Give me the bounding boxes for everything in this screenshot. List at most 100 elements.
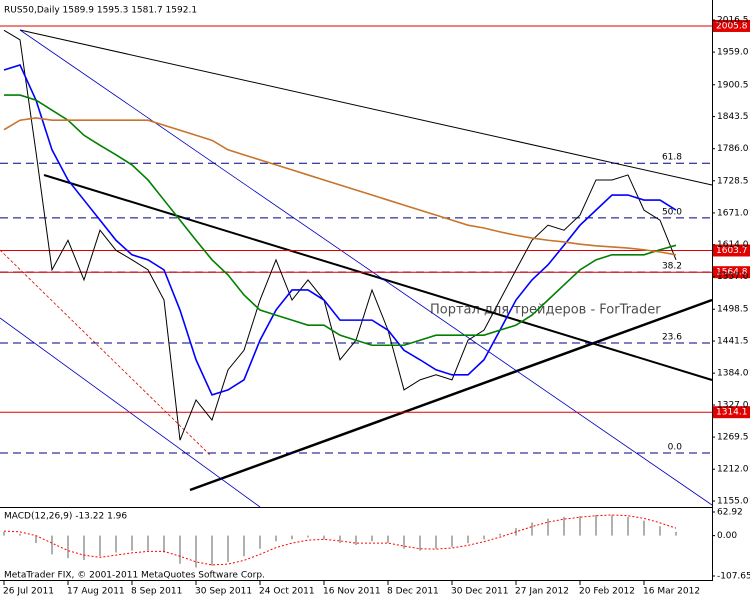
macd-bar	[595, 514, 597, 536]
trend-line	[19, 29, 713, 186]
y-tick-label: 1269.5	[717, 433, 749, 443]
y-tick-label: -107.65	[717, 572, 750, 582]
level-tag	[713, 19, 750, 32]
y-tick-label: 1212.0	[717, 465, 749, 475]
x-tick-label: 16 Mar 2012	[643, 587, 700, 597]
y-tick-label: 1327.0	[717, 400, 749, 410]
trend-line	[189, 298, 713, 492]
macd-bar	[499, 533, 501, 536]
y-tick-label: 0.00	[717, 531, 737, 541]
level-tag	[713, 266, 750, 279]
macd-bar	[147, 535, 149, 551]
x-tick-label: 24 Oct 2011	[259, 587, 315, 597]
macd-bar	[643, 520, 645, 536]
macd-bar	[419, 535, 421, 551]
y-tick-label: 1843.5	[717, 112, 749, 122]
moving-average	[4, 94, 677, 347]
y-tick-label: 62.92	[717, 508, 743, 518]
x-tick-label: 17 Aug 2011	[67, 587, 125, 597]
x-tick-label: 20 Feb 2012	[579, 587, 635, 597]
fib-label: 50.0	[662, 207, 682, 217]
macd-bar	[435, 535, 437, 549]
y-tick-label: 1671.0	[717, 208, 749, 218]
x-tick-label: 27 Jan 2012	[515, 587, 569, 597]
watermark: Портал для трейдеров - ForTrader	[430, 303, 661, 318]
fib-label: 61.8	[662, 153, 682, 163]
y-tick-label: 1557.0	[717, 272, 749, 282]
macd-bar	[403, 535, 405, 549]
macd-bar	[339, 535, 341, 544]
macd-bar	[51, 535, 53, 555]
fib-label: 38.2	[662, 262, 682, 272]
channel-line	[0, 249, 211, 456]
macd-bar	[531, 522, 533, 536]
macd-bar	[211, 535, 213, 566]
level-tag	[713, 244, 750, 257]
level-tag	[713, 406, 750, 419]
x-tick-label: 30 Dec 2011	[451, 587, 509, 597]
macd-bar	[179, 535, 181, 564]
y-tick-label: 1614.0	[717, 240, 749, 250]
x-tick-label: 8 Sep 2011	[131, 587, 182, 597]
level-label: 1603.7	[716, 246, 748, 256]
macd-bar	[291, 535, 293, 540]
macd-bar	[563, 516, 565, 536]
macd-bar	[163, 535, 165, 553]
x-tick-label: 30 Sep 2011	[195, 587, 252, 597]
trend-line	[43, 174, 713, 381]
macd-bar	[547, 518, 549, 536]
y-tick-label: 1155.0	[717, 497, 749, 507]
macd-bar	[131, 535, 133, 551]
macd-bar	[451, 535, 453, 547]
macd-bar	[83, 535, 85, 561]
macd-bar	[387, 535, 389, 544]
level-label: 2005.8	[716, 21, 748, 31]
footer: MetaTrader FIX, © 2001-2011 MetaQuotes S…	[4, 571, 265, 581]
macd-bar	[35, 535, 37, 544]
y-tick-label: 1900.5	[717, 80, 749, 90]
macd-bar	[467, 535, 469, 544]
y-tick-label: 1384.0	[717, 369, 749, 379]
y-tick-label: 1728.5	[717, 176, 749, 186]
y-tick-label: 1498.5	[717, 305, 749, 315]
x-tick-label: 26 Jul 2011	[3, 587, 54, 597]
macd-bar	[195, 535, 197, 568]
macd-bar	[115, 535, 117, 553]
x-tick-label: 8 Dec 2011	[387, 587, 439, 597]
macd-bar	[627, 516, 629, 536]
y-tick-label: 1959.0	[717, 48, 749, 58]
macd-bar	[99, 535, 101, 557]
y-tick-label: 1786.0	[717, 144, 749, 154]
x-tick-label: 16 Nov 2011	[323, 587, 381, 597]
macd-bar	[355, 535, 357, 545]
macd-bar	[323, 535, 325, 540]
macd-bar	[227, 535, 229, 562]
macd-bar	[19, 533, 21, 536]
macd-bar	[579, 516, 581, 536]
signal-line	[3, 514, 677, 566]
y-tick-label: 1441.5	[717, 337, 749, 347]
macd-bar	[259, 535, 261, 549]
macd-bar	[275, 535, 277, 542]
y-tick-label: 2016.5	[717, 15, 749, 25]
macd-bar	[67, 535, 69, 559]
channel-line	[19, 29, 713, 506]
macd-bar	[483, 535, 485, 540]
chart-title: RUS50,Daily 1589.9 1595.3 1581.7 1592.1	[4, 6, 197, 16]
level-label: 1564.8	[716, 268, 748, 278]
macd-bar	[659, 526, 661, 536]
level-label: 1314.1	[716, 408, 748, 418]
macd-bar	[371, 535, 373, 542]
moving-average	[3, 63, 677, 396]
macd-bar	[675, 531, 677, 536]
moving-average	[3, 117, 677, 256]
price-line	[3, 29, 677, 441]
fib-label: 0.0	[668, 443, 683, 453]
macd-bar	[243, 535, 245, 557]
fib-label: 23.6	[662, 333, 682, 343]
macd-bar	[307, 535, 309, 538]
macd-title: MACD(12,26,9) -13.22 1.96	[4, 512, 127, 522]
macd-bar	[611, 514, 613, 536]
